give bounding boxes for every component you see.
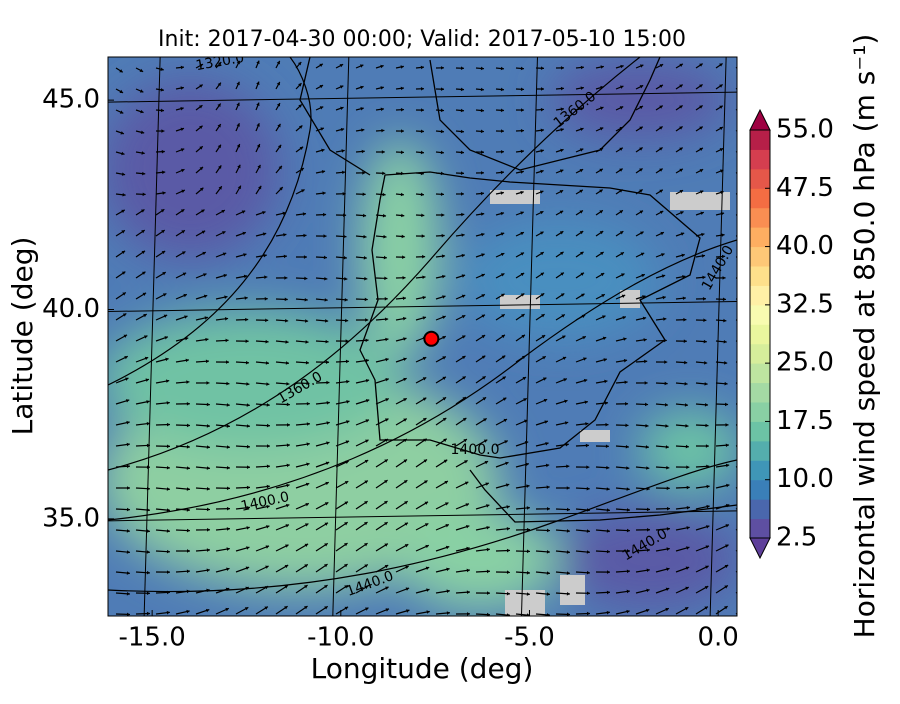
colorbar-segment: [750, 130, 770, 150]
colorbar-segment: [750, 266, 770, 286]
colorbar: 2.5 10.0 17.5 25.0 32.5 40.0 47.5 55.0: [750, 110, 834, 558]
wind-arrow-head: [745, 402, 748, 406]
colorbar-segment: [750, 519, 770, 539]
wind-arrow: [736, 320, 746, 321]
wind-arrow-head: [741, 191, 744, 195]
wind-arrow-head: [743, 319, 746, 323]
wind-arrow: [736, 606, 748, 614]
colorbar-segment: [750, 421, 770, 441]
wind-arrow-head: [744, 361, 747, 365]
wind-arrow-head: [741, 213, 744, 217]
x-tick-label: -10.0: [307, 623, 374, 653]
colorbar-tick-label: 55.0: [776, 115, 834, 145]
wind-arrow-head: [746, 483, 749, 486]
chart-title: Init: 2017-04-30 00:00; Valid: 2017-05-1…: [158, 27, 686, 52]
wind-arrow-head: [745, 544, 748, 547]
wind-arrow-head: [744, 340, 747, 344]
wind-arrow-head: [744, 606, 747, 609]
colorbar-segment: [750, 247, 770, 267]
colorbar-extend-max: [750, 110, 770, 130]
wind-arrow: [736, 444, 749, 446]
colorbar-tick-label: 2.5: [776, 523, 817, 553]
colorbar-segment: [750, 188, 770, 208]
wind-arrow-head: [739, 64, 742, 67]
wind-arrow-head: [742, 277, 745, 281]
wind-arrow-head: [739, 106, 742, 109]
y-tick-label: 35.0: [42, 503, 100, 533]
contour-label: 1400.0: [451, 442, 500, 458]
colorbar-tick-label: 25.0: [776, 348, 834, 378]
colorbar-segment: [750, 402, 770, 422]
wind-arrow: [736, 484, 749, 488]
colorbar-segment: [750, 208, 770, 228]
wind-arrow: [736, 341, 747, 342]
wind-arrow-head: [739, 85, 742, 88]
colorbar-label: Horizontal wind speed at 850.0 hPa (m s⁻…: [848, 34, 881, 639]
wind-arrow-head: [745, 523, 748, 526]
colorbar-segment: [750, 285, 770, 305]
x-tick-label: 0.0: [697, 623, 738, 653]
wind-arrow-head: [746, 463, 749, 466]
colorbar-tick-label: 47.5: [776, 173, 834, 203]
colorbar-tick-label: 32.5: [776, 289, 834, 319]
colorbar-segment: [750, 480, 770, 500]
wind-arrow-head: [740, 148, 743, 151]
wind-arrow: [736, 585, 748, 593]
location-marker: [424, 332, 438, 346]
wind-arrow-head: [743, 298, 746, 302]
wind-arrow: [736, 564, 748, 572]
wind-arrow-head: [744, 564, 747, 567]
colorbar-segment: [750, 324, 770, 344]
colorbar-tick-label: 40.0: [776, 231, 834, 261]
wind-arrow: [736, 524, 748, 530]
colorbar-segment: [750, 363, 770, 383]
colorbar-segment: [750, 460, 770, 480]
colorbar-segment: [750, 149, 770, 169]
colorbar-tick-label: 17.5: [776, 406, 834, 436]
x-tick-label: -5.0: [504, 623, 555, 653]
y-tick-label: 40.0: [42, 294, 100, 324]
wind-arrow-head: [742, 234, 745, 238]
colorbar-segment: [750, 227, 770, 247]
colorbar-segment: [750, 499, 770, 519]
colorbar-segment: [750, 383, 770, 403]
wind-arrow: [736, 503, 749, 509]
wind-arrow-head: [745, 443, 748, 447]
wind-arrow-head: [745, 422, 748, 426]
wind-arrow-head: [742, 255, 745, 259]
wind-arrow-head: [745, 503, 748, 506]
wind-arrow-head: [740, 170, 743, 173]
wind-arrow: [736, 362, 747, 363]
wind-arrow: [736, 544, 748, 551]
wind-arrow: [736, 424, 748, 425]
field: 1320.01360.01360.01400.01400.01440.01440…: [100, 50, 749, 617]
x-axis-label: Longitude (deg): [311, 652, 534, 685]
colorbar-segment: [750, 344, 770, 364]
colorbar-segment: [750, 169, 770, 189]
wind-arrow-head: [740, 127, 743, 130]
wind-arrow-head: [744, 585, 747, 588]
wind-arrow-head: [745, 381, 748, 385]
colorbar-segment: [750, 441, 770, 461]
x-tick-label: -15.0: [119, 623, 186, 653]
y-tick-label: 45.0: [42, 85, 100, 115]
wind-arrow: [736, 464, 749, 467]
colorbar-tick-label: 10.0: [776, 464, 834, 494]
colorbar-segment: [750, 305, 770, 325]
colorbar-extend-min: [750, 538, 770, 558]
y-axis-label: Latitude (deg): [6, 237, 39, 436]
